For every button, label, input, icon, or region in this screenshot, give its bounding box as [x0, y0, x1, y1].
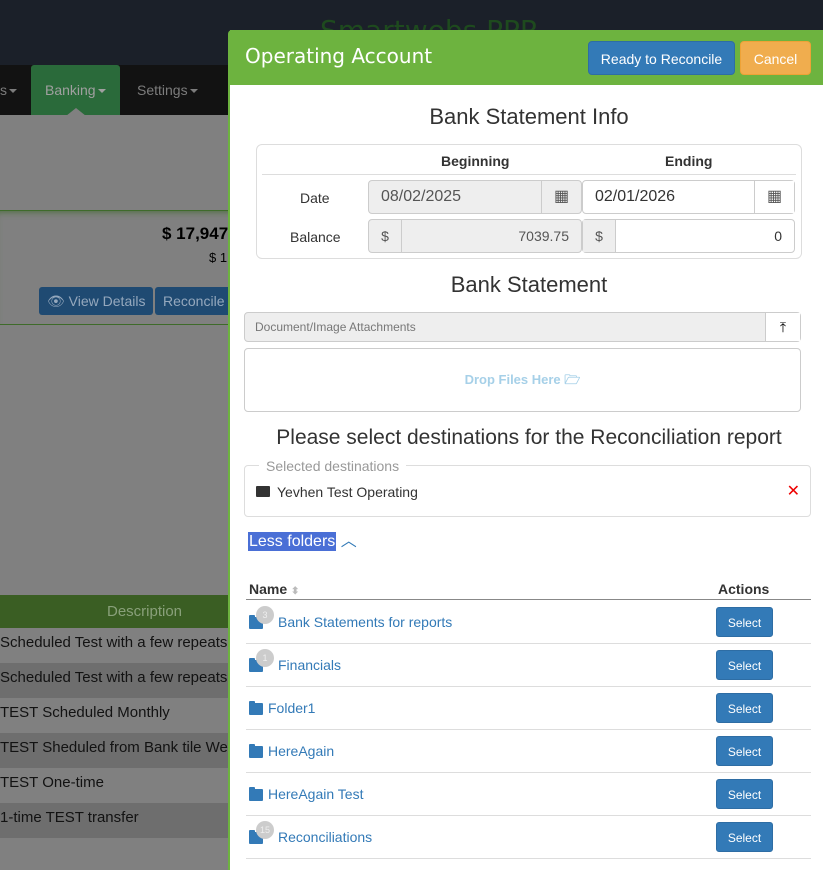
select-button[interactable]: Select: [716, 650, 773, 680]
remove-icon[interactable]: ✕: [786, 483, 800, 500]
description-header: Description: [0, 595, 240, 628]
folder-link[interactable]: HereAgain Test: [268, 786, 364, 802]
modal-header: Operating Account Ready to Reconcile Can…: [230, 30, 823, 85]
description-row[interactable]: TEST Sheduled from Bank tile Wee: [0, 733, 240, 768]
attachments-input[interactable]: Document/Image Attachments ⤒: [244, 312, 801, 342]
folder-link[interactable]: Financials: [278, 657, 342, 673]
select-button[interactable]: Select: [716, 607, 773, 637]
end-balance-input[interactable]: $0: [582, 219, 795, 253]
folder-link[interactable]: Folder1: [268, 700, 316, 716]
folders-table-header: Name ⬍ Actions: [246, 580, 811, 600]
folder-row: HereAgain Test Select: [246, 773, 811, 816]
description-row[interactable]: TEST One-time: [0, 768, 240, 803]
destinations-title: Please select destinations for the Recon…: [276, 426, 782, 449]
count-badge: 15: [256, 821, 274, 839]
statement-info-title: Bank Statement Info: [429, 104, 629, 129]
view-details-button[interactable]: 👁 View Details: [39, 287, 154, 315]
cancel-button[interactable]: Cancel: [740, 41, 811, 75]
folder-row: 3 Bank Statements for reports Select: [246, 601, 811, 644]
selected-destination: Yevhen Test Operating: [277, 484, 418, 500]
folder-link[interactable]: Bank Statements for reports: [278, 614, 453, 630]
folder-row: HereAgain Select: [246, 730, 811, 773]
folder-row: 15 Reconciliations Select: [246, 816, 811, 859]
beginning-header: Beginning: [441, 153, 510, 169]
modal-title: Operating Account: [245, 44, 433, 68]
balance-label: Balance: [290, 229, 341, 245]
actions-column-header: Actions: [718, 581, 770, 597]
chevron-up-icon: ︿: [340, 533, 357, 550]
reconcile-modal: Operating Account Ready to Reconcile Can…: [228, 30, 823, 870]
balance-amount: $ 17,947: [162, 224, 229, 243]
statement-info-panel: Beginning Ending Date Balance 08/02/2025…: [256, 144, 802, 259]
folder-open-icon: 🗁: [564, 372, 581, 387]
description-row[interactable]: TEST Scheduled Monthly: [0, 698, 240, 733]
upload-icon[interactable]: ⤒: [765, 313, 800, 341]
folder-row: Folder1 Select: [246, 687, 811, 730]
folder-link[interactable]: Reconciliations: [278, 829, 373, 845]
folder-icon: [249, 744, 263, 758]
select-button[interactable]: Select: [716, 779, 773, 809]
select-button[interactable]: Select: [716, 693, 773, 723]
description-row[interactable]: Scheduled Test with a few repeats: [0, 628, 240, 663]
sub-balance: $ 1: [209, 250, 228, 265]
count-badge: 1: [256, 649, 274, 667]
folder-row: 1 Financials Select: [246, 644, 811, 687]
begin-date-input[interactable]: 08/02/2025 ▦: [368, 180, 582, 214]
description-row[interactable]: Scheduled Test with a few repeats: [0, 663, 240, 698]
folder-icon: [249, 787, 263, 801]
folder-icon: [249, 701, 263, 715]
reconcile-button[interactable]: Reconcile: [155, 287, 233, 315]
folder-icon: [256, 486, 270, 497]
calendar-icon[interactable]: ▦: [541, 181, 581, 213]
date-label: Date: [300, 190, 330, 206]
sort-icon[interactable]: ⬍: [291, 586, 300, 597]
bank-statement-title: Bank Statement: [450, 272, 608, 297]
selected-destinations: Selected destinations Yevhen Test Operat…: [244, 458, 811, 517]
begin-balance-input[interactable]: $7039.75: [368, 219, 582, 253]
name-column-header[interactable]: Name ⬍: [249, 581, 300, 597]
selected-legend: Selected destinations: [259, 458, 407, 474]
count-badge: 3: [256, 606, 274, 624]
menu-item-settings[interactable]: Settings: [137, 65, 198, 115]
select-button[interactable]: Select: [716, 736, 773, 766]
select-button[interactable]: Select: [716, 822, 773, 852]
end-date-input[interactable]: 02/01/2026 ▦: [582, 180, 795, 214]
less-folders-toggle[interactable]: Less folders ︿: [248, 532, 357, 551]
description-row[interactable]: 1-time TEST transfer: [0, 803, 240, 838]
calendar-icon[interactable]: ▦: [754, 181, 794, 213]
folder-link[interactable]: HereAgain: [268, 743, 335, 759]
active-pointer: [66, 108, 86, 116]
eye-icon: 👁: [47, 293, 65, 309]
menu-item-banking[interactable]: Banking: [31, 65, 120, 115]
ready-to-reconcile-button[interactable]: Ready to Reconcile: [588, 41, 735, 75]
drop-zone[interactable]: Drop Files Here 🗁: [244, 348, 801, 412]
menu-item-prev[interactable]: s: [0, 65, 17, 115]
ending-header: Ending: [665, 153, 713, 169]
